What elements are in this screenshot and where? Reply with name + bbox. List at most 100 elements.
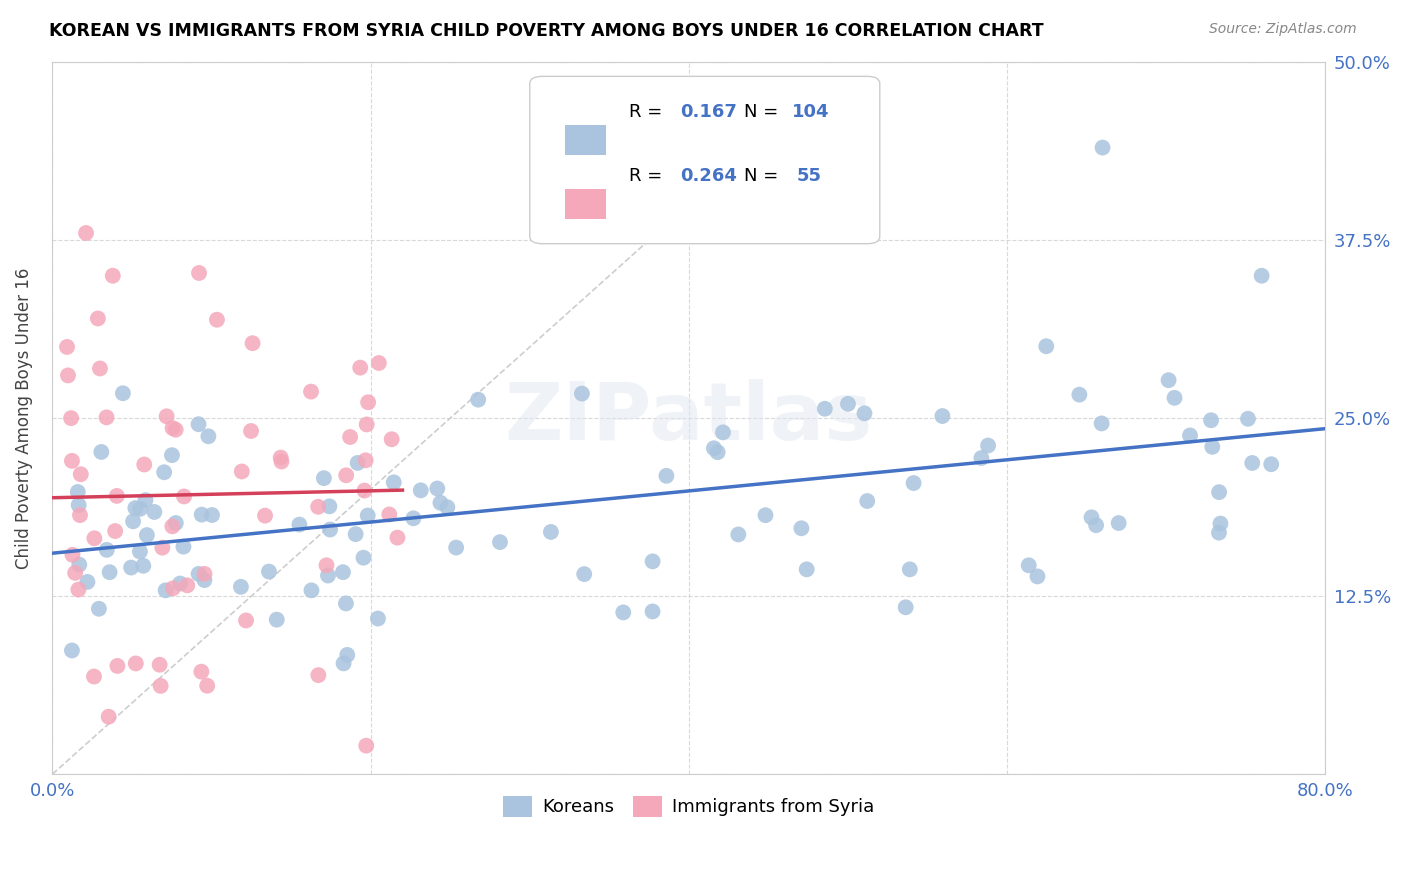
Point bbox=[1035, 339, 1057, 353]
Point bbox=[111, 386, 134, 401]
Point bbox=[149, 679, 172, 693]
Point bbox=[69, 467, 91, 482]
Point bbox=[301, 583, 323, 598]
Point bbox=[332, 565, 354, 579]
Point bbox=[1250, 268, 1272, 283]
Point bbox=[353, 550, 375, 565]
Point bbox=[173, 490, 195, 504]
Point bbox=[1026, 569, 1049, 583]
Point bbox=[124, 501, 146, 516]
Point bbox=[1241, 456, 1264, 470]
Text: N =: N = bbox=[744, 103, 783, 121]
Point bbox=[703, 442, 725, 456]
Point bbox=[201, 508, 224, 522]
Point bbox=[60, 411, 83, 425]
Text: 55: 55 bbox=[797, 167, 823, 185]
Point bbox=[378, 508, 401, 522]
Point bbox=[235, 614, 257, 628]
Text: Source: ZipAtlas.com: Source: ZipAtlas.com bbox=[1209, 22, 1357, 37]
Point bbox=[1108, 516, 1130, 530]
Point bbox=[381, 432, 404, 446]
Point bbox=[135, 528, 157, 542]
Point bbox=[162, 582, 184, 596]
Point bbox=[339, 430, 361, 444]
Point bbox=[444, 541, 467, 555]
Point bbox=[190, 508, 212, 522]
Point bbox=[153, 465, 176, 479]
Point bbox=[270, 450, 292, 465]
Point bbox=[336, 648, 359, 662]
Text: KOREAN VS IMMIGRANTS FROM SYRIA CHILD POVERTY AMONG BOYS UNDER 16 CORRELATION CH: KOREAN VS IMMIGRANTS FROM SYRIA CHILD PO… bbox=[49, 22, 1043, 40]
Point bbox=[67, 498, 90, 512]
Text: 0.167: 0.167 bbox=[681, 103, 737, 121]
Point bbox=[357, 508, 380, 523]
Point bbox=[402, 511, 425, 525]
Point bbox=[1018, 558, 1040, 573]
Point bbox=[1091, 417, 1114, 431]
Point bbox=[165, 516, 187, 530]
Point bbox=[172, 540, 194, 554]
Point bbox=[266, 613, 288, 627]
Point bbox=[315, 558, 337, 573]
Point bbox=[205, 312, 228, 326]
Point bbox=[467, 392, 489, 407]
Point bbox=[160, 448, 183, 462]
Point bbox=[129, 501, 152, 516]
Point bbox=[655, 468, 678, 483]
Point bbox=[288, 517, 311, 532]
Point bbox=[773, 154, 796, 169]
Point bbox=[489, 535, 512, 549]
FancyBboxPatch shape bbox=[565, 125, 606, 154]
Point bbox=[856, 494, 879, 508]
Point bbox=[125, 657, 148, 671]
Point bbox=[96, 542, 118, 557]
Point bbox=[1163, 391, 1185, 405]
Point bbox=[1199, 413, 1222, 427]
Point bbox=[335, 468, 357, 483]
Point bbox=[120, 560, 142, 574]
Point bbox=[409, 483, 432, 498]
Point bbox=[169, 576, 191, 591]
Point bbox=[90, 445, 112, 459]
Point bbox=[56, 368, 79, 383]
Point bbox=[814, 401, 837, 416]
Point bbox=[429, 496, 451, 510]
Point bbox=[270, 454, 292, 468]
Point bbox=[105, 489, 128, 503]
Point bbox=[436, 500, 458, 515]
Point bbox=[67, 582, 90, 597]
Point bbox=[162, 519, 184, 533]
FancyBboxPatch shape bbox=[530, 77, 880, 244]
Point bbox=[96, 410, 118, 425]
Point bbox=[162, 421, 184, 435]
Point bbox=[706, 445, 728, 459]
Point bbox=[299, 384, 322, 399]
Point bbox=[104, 524, 127, 538]
Point bbox=[318, 500, 340, 514]
Point bbox=[76, 574, 98, 589]
Point bbox=[382, 475, 405, 490]
Point bbox=[83, 531, 105, 545]
Point bbox=[837, 397, 859, 411]
Point bbox=[426, 482, 449, 496]
Point bbox=[254, 508, 277, 523]
Point bbox=[349, 360, 371, 375]
Point bbox=[367, 611, 389, 625]
Point bbox=[1208, 485, 1230, 500]
Point bbox=[87, 311, 110, 326]
Point bbox=[150, 541, 173, 555]
Point bbox=[97, 709, 120, 723]
Y-axis label: Child Poverty Among Boys Under 16: Child Poverty Among Boys Under 16 bbox=[15, 268, 32, 569]
Text: N =: N = bbox=[744, 167, 783, 185]
Point bbox=[257, 565, 280, 579]
Point bbox=[195, 679, 218, 693]
Point bbox=[83, 669, 105, 683]
Point bbox=[69, 508, 91, 522]
Point bbox=[240, 424, 263, 438]
Point bbox=[316, 568, 339, 582]
Point bbox=[149, 657, 172, 672]
Point bbox=[796, 562, 818, 576]
Point bbox=[187, 417, 209, 432]
Point bbox=[187, 566, 209, 581]
Point bbox=[1201, 440, 1223, 454]
